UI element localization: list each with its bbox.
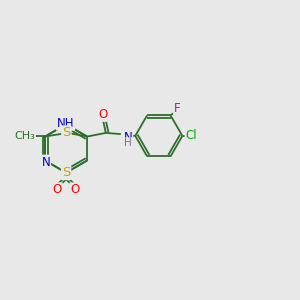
Text: O: O [52, 183, 62, 196]
Text: S: S [62, 126, 70, 140]
Text: N: N [124, 131, 132, 144]
Text: F: F [174, 102, 181, 115]
Text: CH₃: CH₃ [14, 131, 35, 142]
Text: O: O [99, 108, 108, 121]
Text: O: O [70, 183, 80, 196]
Text: H: H [124, 138, 132, 148]
Text: S: S [62, 166, 70, 179]
Text: N: N [41, 156, 50, 169]
Text: NH: NH [57, 117, 74, 130]
Text: Cl: Cl [185, 129, 197, 142]
